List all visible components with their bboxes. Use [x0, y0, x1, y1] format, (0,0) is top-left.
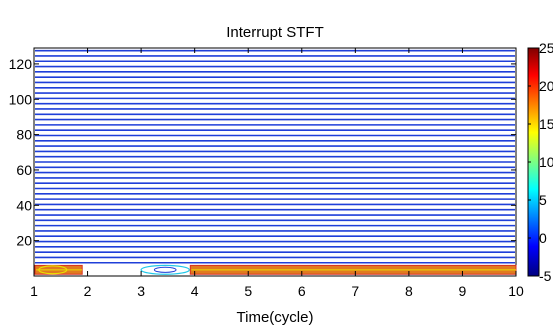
plot-area [33, 47, 517, 277]
y-tick-label-1: 40 [16, 197, 32, 213]
band-ring-1 [140, 264, 190, 275]
chart-title: Interrupt STFT [226, 24, 324, 41]
x-tick-label-7: 8 [405, 283, 413, 299]
x-tick-label-6: 7 [351, 283, 359, 299]
y-tick-label-5: 120 [9, 56, 33, 72]
x-axis-ticks: 1 2 3 4 5 6 7 8 9 10 [30, 48, 524, 299]
x-tick-label-0: 1 [30, 283, 38, 299]
x-tick-label-2: 3 [137, 283, 145, 299]
y-tick-label-4: 100 [9, 91, 33, 107]
colorbar: 25 20 15 10 5 0 -5 [527, 40, 553, 284]
colorbar-tick-label-6: -5 [539, 268, 552, 284]
y-tick-label-0: 20 [16, 233, 32, 249]
x-tick-label-1: 2 [84, 283, 92, 299]
low-frequency-band [34, 264, 517, 275]
x-tick-label-4: 5 [244, 283, 252, 299]
band-ring-yellow [38, 265, 68, 275]
band-ring-inner-1 [153, 266, 177, 273]
x-tick-label-3: 4 [191, 283, 199, 299]
y-tick-label-2: 60 [16, 162, 32, 178]
colorbar-tick-label-5: 0 [539, 230, 547, 246]
colorbar-tick-label-1: 20 [539, 78, 553, 94]
x-tick-label-9: 10 [508, 283, 524, 299]
colorbar-tick-label-3: 10 [539, 154, 553, 170]
x-tick-label-8: 9 [459, 283, 467, 299]
colorbar-ticks: 25 20 15 10 5 0 -5 [528, 40, 553, 284]
colorbar-tick-label-2: 15 [539, 116, 553, 132]
colorbar-tick-label-4: 5 [539, 192, 547, 208]
x-axis-label: Time(cycle) [237, 309, 314, 325]
x-tick-label-5: 6 [298, 283, 306, 299]
y-axis-ticks: 20 40 60 80 100 120 [9, 56, 516, 249]
contour-lines [35, 49, 515, 264]
y-tick-label-3: 80 [16, 127, 32, 143]
colorbar-tick-label-0: 25 [539, 40, 553, 56]
